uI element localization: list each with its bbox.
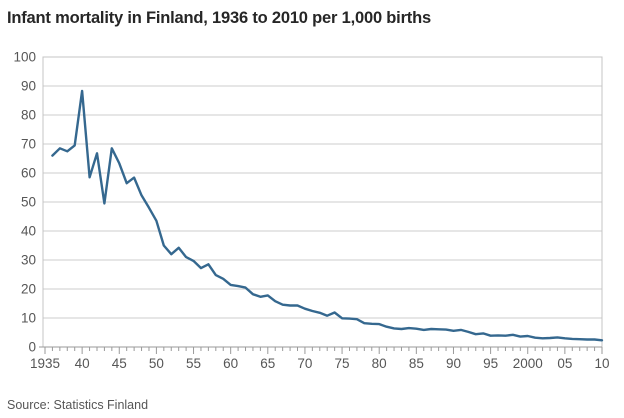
y-tick-label: 40 [21,224,36,239]
x-tick-label: 85 [409,356,424,371]
x-tick-label: 50 [149,356,164,371]
x-axis-labels: 1935 40 45 50 55 60 65 70 75 80 85 90 95 2000 05 10 [30,356,610,371]
x-tick-label: 80 [372,356,387,371]
x-tick-label: 95 [483,356,498,371]
x-tick-label: 60 [223,356,238,371]
y-axis-labels: 0 10 20 30 40 50 60 70 80 90 100 [13,50,36,355]
y-tick-label: 30 [21,253,36,268]
y-tick-label: 50 [21,195,36,210]
x-tick-label: 10 [594,356,609,371]
x-tick-label: 90 [446,356,461,371]
source-caption: Source: Statistics Finland [7,398,149,412]
line-chart: 1935 40 45 50 55 60 65 70 75 80 85 90 95 2000 05 10 0 10 2… [0,36,624,381]
x-tick-label: 70 [297,356,312,371]
x-tick-label: 40 [75,356,90,371]
y-tick-label: 60 [21,166,36,181]
x-tick-label: 65 [260,356,275,371]
y-gridlines [43,56,602,319]
y-tick-label: 10 [21,311,36,326]
chart-title: Infant mortality in Finland, 1936 to 201… [7,9,431,27]
y-tick-label: 0 [28,340,36,355]
y-tick-label: 20 [21,282,36,297]
chart-canvas: 1935 40 45 50 55 60 65 70 75 80 85 90 95 2000 05 100102… [13,50,610,372]
y-tick-label: 70 [21,137,36,152]
x-tick-label: 75 [335,356,350,371]
x-tick-label: 05 [557,356,572,371]
data-line [51,89,604,342]
x-tick-label: 1935 [30,356,60,371]
y-tick-label: 100 [13,50,36,65]
x-tick-label: 45 [112,356,127,371]
x-tick-label: 2000 [513,356,543,371]
y-tick-label: 90 [21,79,36,94]
y-tick-label: 80 [21,108,36,123]
x-axis-ticks [39,346,603,354]
x-tick-label: 55 [186,356,201,371]
